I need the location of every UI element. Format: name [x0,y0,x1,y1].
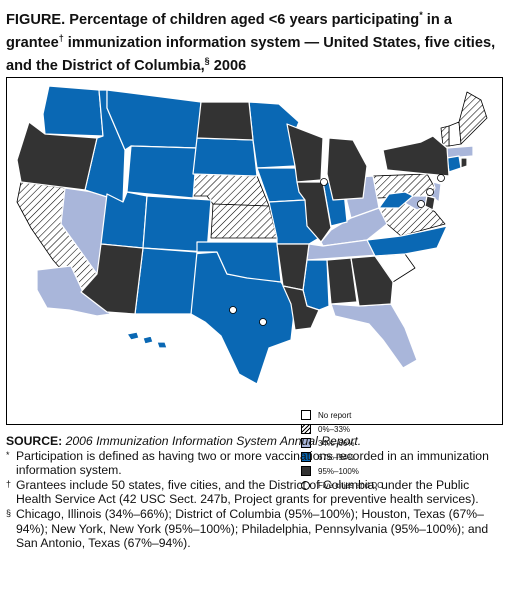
city-marker-new-york [437,174,445,182]
legend-swatch-hatched [301,424,311,434]
state-ms [302,259,330,311]
title-part2: in a grantee [6,11,452,51]
state-ga [350,255,394,307]
state-ut [100,191,148,249]
source-line: SOURCE: 2006 Immunization Information Sy… [6,434,503,449]
state-az [80,243,144,315]
footnote-mark: * [6,449,10,460]
legend-swatch-light [301,438,311,448]
state-ny [382,135,450,177]
city-marker-san-antonio [229,306,237,314]
state-me [458,91,488,145]
state-hi [126,331,168,349]
us-map-panel: No report 0%–33% 34%–66% 67%–94% 95%–100… [6,77,503,490]
city-marker-district-of-columbia [417,200,425,208]
us-choropleth-map [16,85,488,385]
legend-item-cities: Five cities and DC [301,478,383,492]
source-label: SOURCE: [6,434,63,448]
figure-title: FIGURE. Percentage of children aged <6 y… [6,6,503,75]
state-de [424,195,436,211]
legend-city-dot [301,480,310,490]
state-mt [106,89,202,151]
footnote-dagger: † Grantees include 50 states, five citie… [6,478,503,507]
state-vt [440,125,450,147]
title-mark-section: § [204,55,210,66]
title-part4: 2006 [209,57,247,74]
state-sd [192,137,258,177]
figure-notes: SOURCE: 2006 Immunization Information Sy… [6,434,503,551]
legend-label: No report [318,410,352,420]
footnote-text: Participation is defined as having two o… [16,448,489,478]
state-wv [378,191,414,209]
state-nd [196,101,254,141]
footnote-text: Grantees include 50 states, five cities,… [16,477,479,507]
legend-label: 0%–33% [318,424,351,434]
legend-item-67-94: 67%–94% [301,450,383,464]
state-or [16,121,98,191]
legend-swatch-no-report [301,410,311,420]
legend-item-no-report: No report [301,408,383,422]
legend-label: Five cities and DC [318,480,383,490]
city-marker-houston [259,318,267,326]
legend-item-34-66: 34%–66% [301,436,383,450]
footnote-mark: § [6,507,12,518]
legend-label: 34%–66% [318,438,355,448]
legend-swatch-dark [301,466,311,476]
footnote-text: Chicago, Illinois (34%–66%); District of… [16,506,489,551]
state-al [326,257,358,305]
state-wi [286,123,324,183]
city-marker-chicago [320,178,328,186]
legend-item-95-100: 95%–100% [301,464,383,478]
map-legend: No report 0%–33% 34%–66% 67%–94% 95%–100… [301,408,383,492]
legend-swatch-blue [301,452,311,462]
state-ak [36,265,112,317]
title-mark-dagger: † [58,32,64,43]
title-part1: FIGURE. Percentage of children aged <6 y… [6,11,420,28]
footnote-section: § Chicago, Illinois (34%–66%); District … [6,507,503,551]
state-nm [134,247,198,315]
state-ri [460,157,468,169]
footnote-mark: † [6,478,12,489]
legend-label: 95%–100% [318,466,359,476]
state-fl [330,303,418,369]
source-text: 2006 Immunization Information System Ann… [65,434,362,448]
legend-label: 67%–94% [318,452,355,462]
title-part3: immunization information system — United… [6,34,496,74]
state-il [296,181,332,243]
state-wa [42,85,104,137]
state-ma [446,145,474,159]
legend-item-0-33: 0%–33% [301,422,383,436]
footnote-asterisk: * Participation is defined as having two… [6,449,503,478]
state-mi [326,137,368,201]
state-la [282,285,320,331]
state-ks [210,203,278,239]
title-mark-asterisk: * [419,10,423,20]
city-marker-philadelphia [426,188,434,196]
state-wy [126,145,198,199]
